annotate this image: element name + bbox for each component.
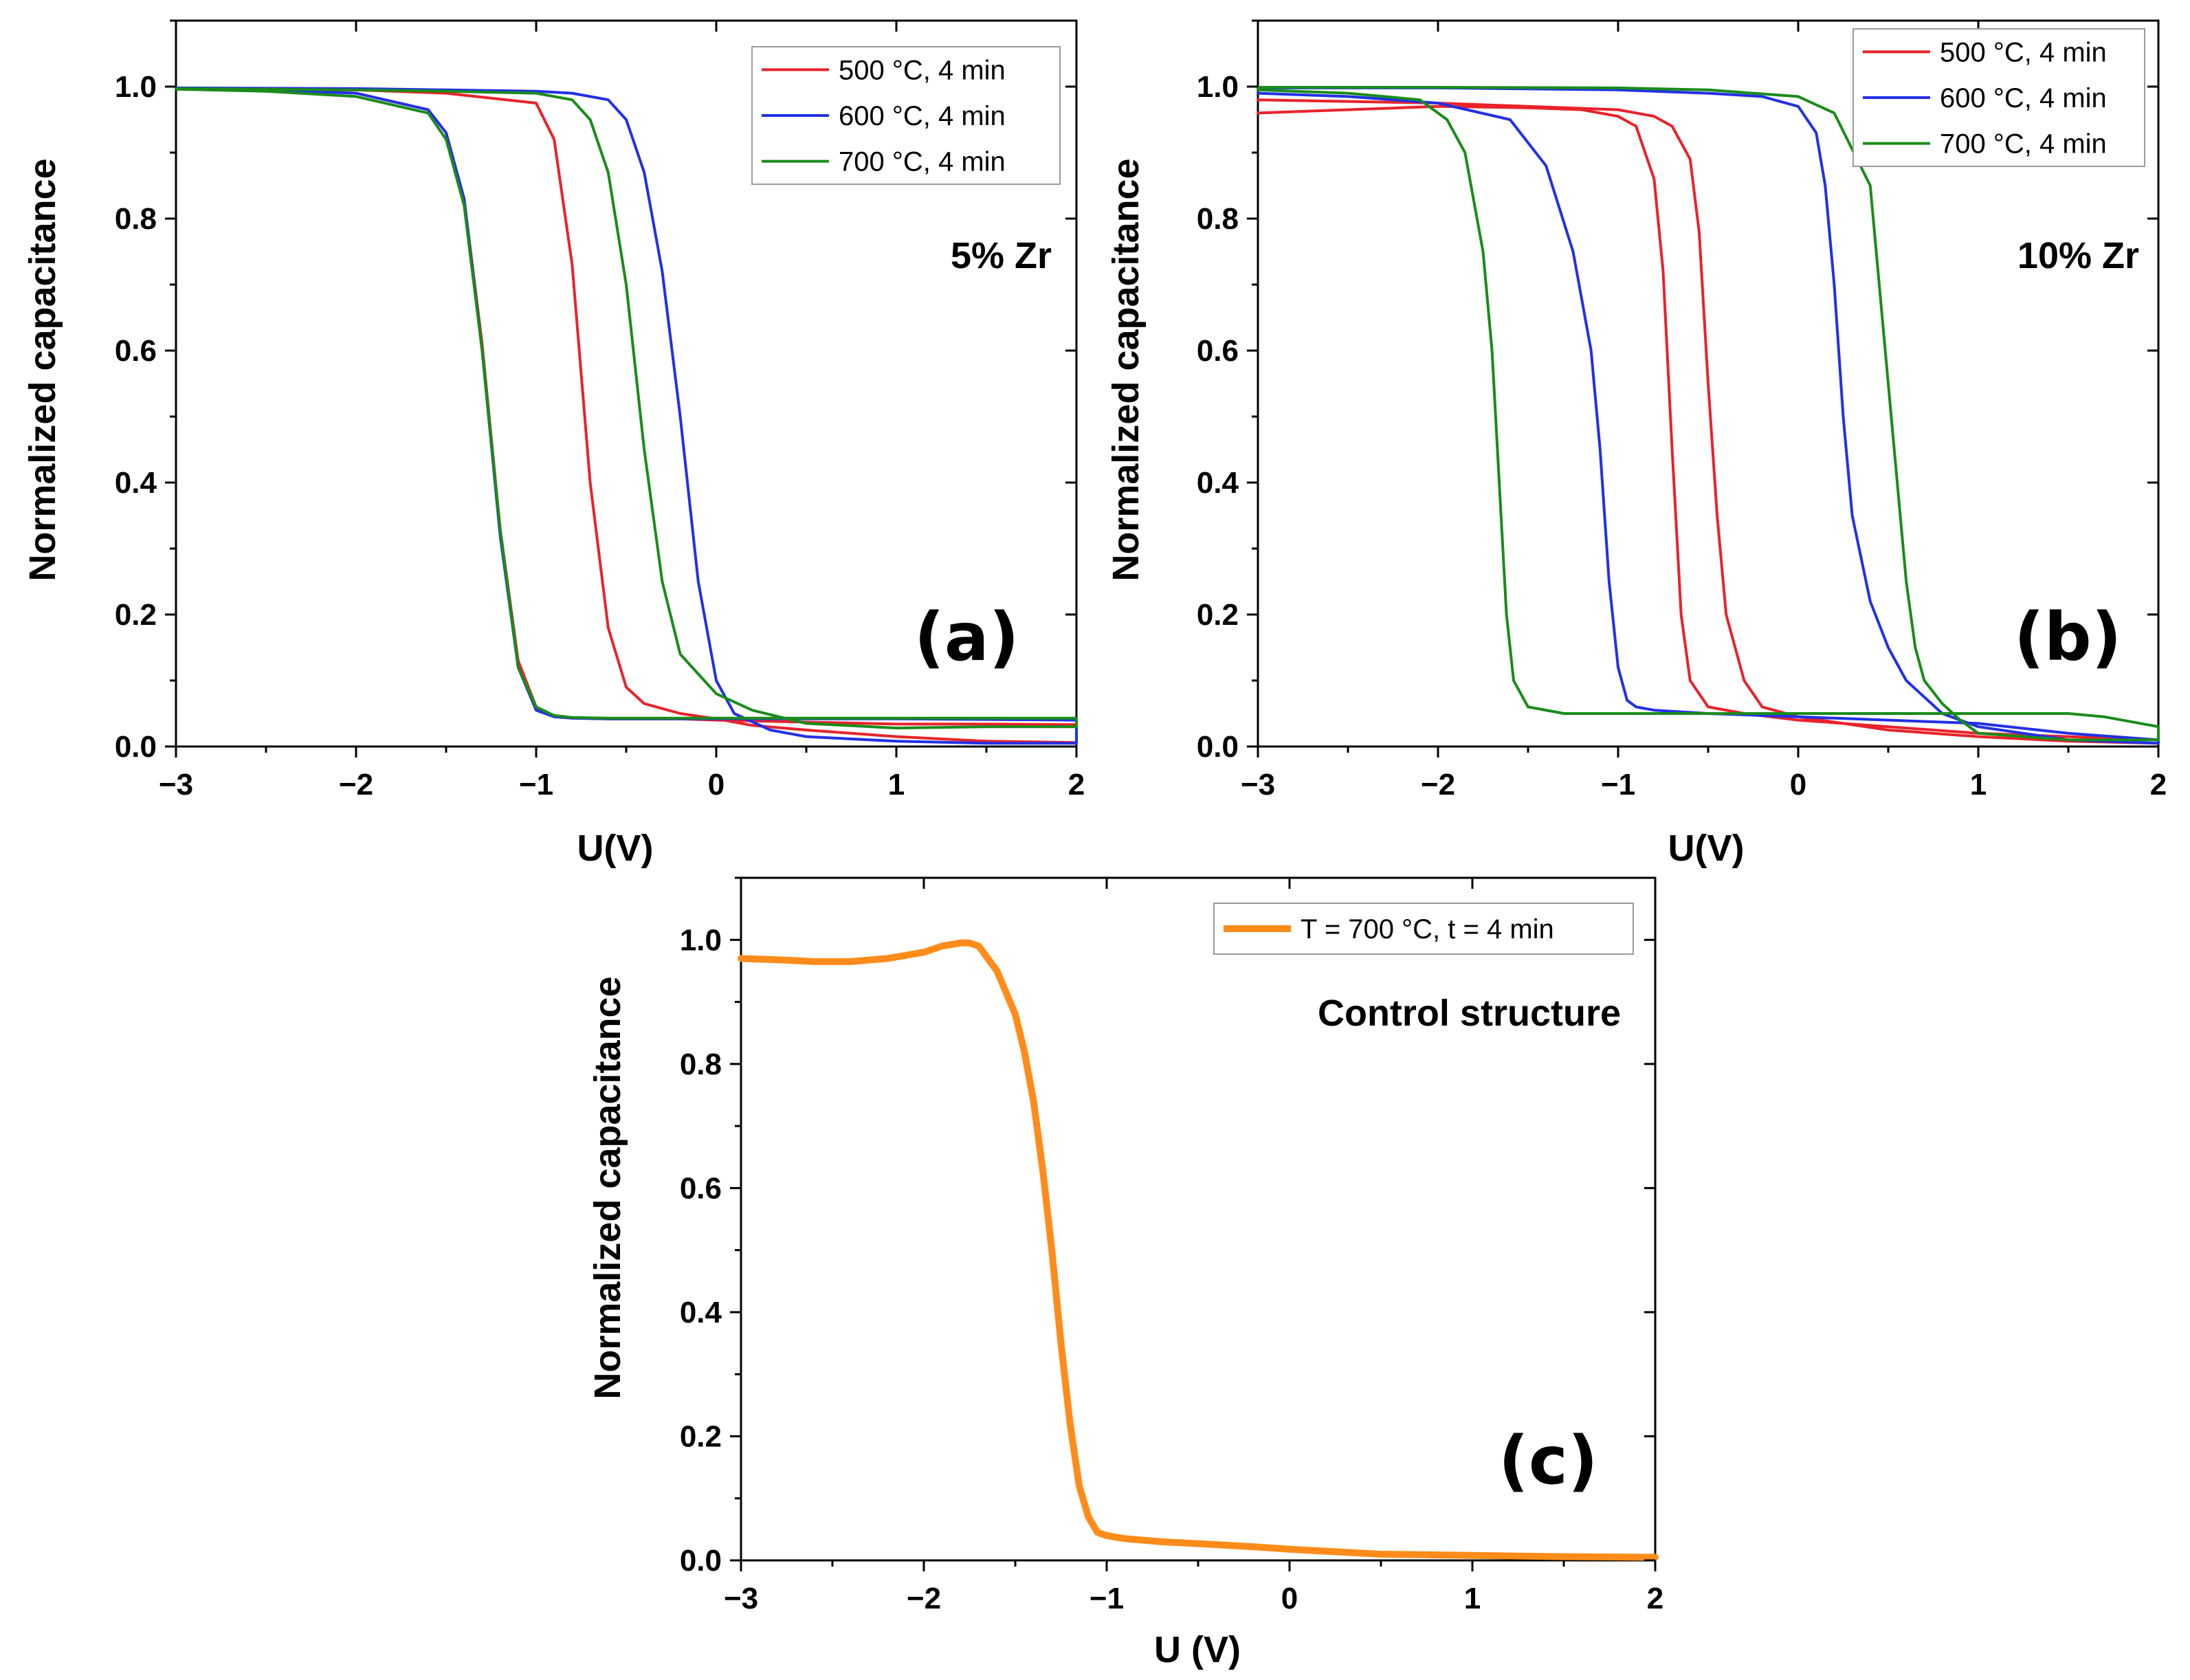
series-line-0 <box>738 939 1659 1561</box>
x-axis-title: U(V) <box>577 828 654 869</box>
y-tick-label: 0.6 <box>680 1171 722 1205</box>
y-tick-label: 0.0 <box>680 1544 722 1578</box>
x-tick-label: 1 <box>1970 768 1987 802</box>
x-tick-label: −2 <box>339 768 373 802</box>
legend-label: 600 °C, 4 min <box>839 101 1006 131</box>
panel-c: Normalized capacitance U (V) −3 −2 −1 0 1 2 0.… <box>587 876 1663 1670</box>
legend: 500 °C, 4 min 600 °C, 4 min 700 °C, 4 min <box>1852 28 2145 167</box>
x-tick-label: −3 <box>159 768 193 802</box>
y-tick-label: 0.6 <box>115 334 157 368</box>
x-tick-label: 2 <box>1647 1582 1663 1615</box>
x-tick-label: 1 <box>888 768 905 802</box>
y-tick-label: 0.8 <box>115 202 157 236</box>
y-tick-label: 0.8 <box>680 1048 722 1081</box>
y-tick-label: 0.4 <box>680 1296 722 1329</box>
series-layer <box>175 86 1078 745</box>
y-axis-title: Normalized capacitance <box>1105 158 1147 581</box>
x-tick-label: −2 <box>907 1582 941 1615</box>
y-tick-label: 0.4 <box>1197 466 1239 500</box>
ticks-layer: −3 −2 −1 0 1 2 0.0 0.2 0.4 0.6 0.8 1.0 <box>680 876 1663 1615</box>
x-tick-label: −3 <box>724 1582 758 1615</box>
y-axis-title: Normalized capacitance <box>587 976 628 1399</box>
x-tick-label: 2 <box>1068 768 1085 802</box>
legend: T = 700 °C, t = 4 min <box>1213 903 1634 955</box>
x-tick-label: −3 <box>1241 768 1275 802</box>
x-tick-label: 2 <box>2150 768 2167 802</box>
y-tick-label: 0.4 <box>115 466 157 500</box>
sample-annotation: 10% Zr <box>2017 235 2139 276</box>
sample-annotation: Control structure <box>1318 993 1621 1034</box>
legend-label: T = 700 °C, t = 4 min <box>1301 914 1554 944</box>
series-line-2 <box>1257 86 2160 742</box>
y-tick-label: 1.0 <box>1197 70 1239 104</box>
series-layer <box>1257 86 2160 745</box>
legend-label: 700 °C, 4 min <box>839 147 1006 177</box>
x-axis-title: U(V) <box>1668 828 1745 869</box>
x-tick-label: −1 <box>1090 1582 1124 1615</box>
legend-label: 500 °C, 4 min <box>839 55 1006 85</box>
legend-label: 600 °C, 4 min <box>1940 83 2107 113</box>
y-tick-label: 0.6 <box>1197 334 1239 368</box>
x-tick-label: 0 <box>1790 768 1806 802</box>
y-tick-label: 0.8 <box>1197 202 1239 236</box>
y-tick-label: 0.0 <box>1197 730 1239 764</box>
panel-a: Normalized capacitance U(V) −3 −2 −1 0 1 2 0.0… <box>22 19 1085 869</box>
panel-label: (a) <box>914 599 1019 676</box>
sample-annotation: 5% Zr <box>951 235 1052 276</box>
x-tick-label: −1 <box>519 768 553 802</box>
x-tick-label: −2 <box>1421 768 1455 802</box>
panel-label: (b) <box>2014 599 2121 676</box>
y-tick-label: 0.2 <box>1197 598 1239 632</box>
y-tick-label: 0.0 <box>115 730 157 764</box>
panel-label: (c) <box>1498 1422 1598 1499</box>
series-line-2 <box>175 87 1078 730</box>
legend-label: 700 °C, 4 min <box>1940 129 2107 159</box>
x-tick-label: 0 <box>1281 1582 1298 1615</box>
y-axis-title: Normalized capacitance <box>22 158 63 581</box>
y-tick-label: 0.2 <box>680 1419 722 1453</box>
x-tick-label: 1 <box>1464 1582 1481 1615</box>
y-tick-label: 0.2 <box>115 598 157 632</box>
legend: 500 °C, 4 min 600 °C, 4 min 700 °C, 4 min <box>751 46 1061 185</box>
x-tick-label: 0 <box>708 768 725 802</box>
ticks-layer: −3 −2 −1 0 1 2 0.0 0.2 0.4 0.6 0.8 1.0 <box>115 19 1085 802</box>
x-tick-label: −1 <box>1601 768 1635 802</box>
ticks-layer: −3 −2 −1 0 1 2 0.0 0.2 0.4 0.6 0.8 1.0 <box>1197 19 2167 802</box>
series-layer <box>738 939 1659 1561</box>
panel-b: Normalized capacitance U(V) −3 −2 −1 0 1 2 0.0… <box>1105 19 2167 869</box>
legend-label: 500 °C, 4 min <box>1940 37 2107 67</box>
y-tick-label: 1.0 <box>115 70 157 104</box>
x-axis-title: U (V) <box>1154 1629 1241 1670</box>
y-tick-label: 1.0 <box>680 923 722 957</box>
